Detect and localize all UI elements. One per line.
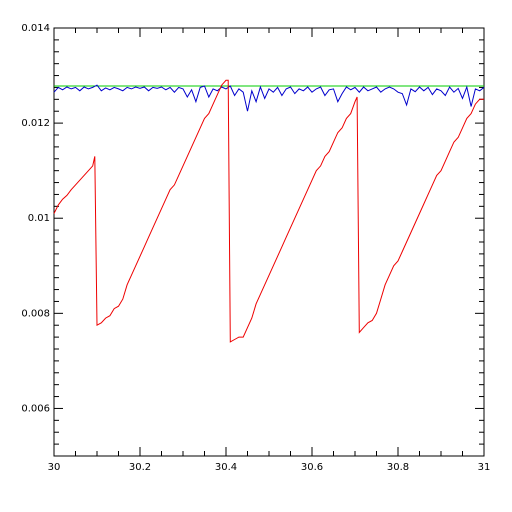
series-layer [53, 79, 485, 343]
x-tick-label: 31 [478, 462, 491, 473]
x-tick-label: 30.4 [215, 462, 237, 473]
x-axis: 30 30.2 30.4 30.6 30.8 31 [48, 28, 491, 473]
x-tick-label: 30.6 [301, 462, 323, 473]
x-tick-label: 30.8 [387, 462, 409, 473]
x-tick-label: 30 [48, 462, 61, 473]
y-tick-label: 0.006 [21, 403, 50, 414]
y-axis: 0.006 0.008 0.01 0.012 0.014 [21, 23, 484, 445]
plot-frame [53, 27, 485, 457]
y-tick-label: 0.008 [21, 308, 50, 319]
series-line-1 [53, 84, 485, 112]
y-tick-label: 0.012 [21, 118, 50, 129]
series-line-2 [53, 79, 484, 343]
x-tick-label: 30.2 [129, 462, 151, 473]
y-tick-label: 0.01 [28, 213, 50, 224]
y-tick-label: 0.014 [21, 23, 50, 34]
